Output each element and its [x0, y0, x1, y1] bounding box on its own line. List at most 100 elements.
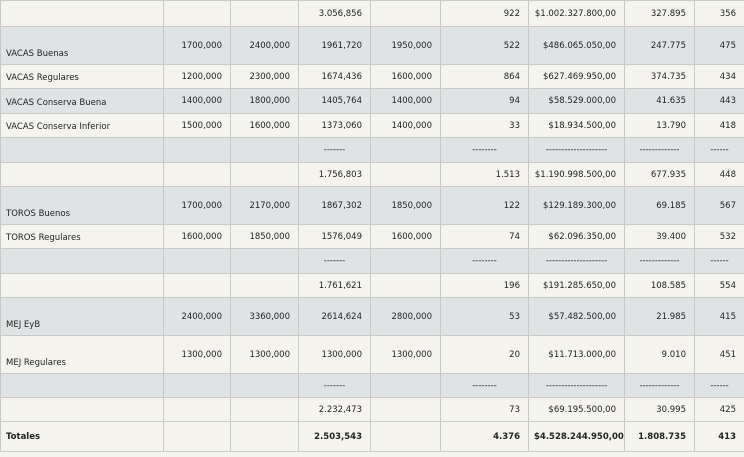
- table-cell: 1600,000: [230, 113, 299, 138]
- table-cell: 2800,000: [370, 297, 441, 336]
- table-cell: --------: [440, 373, 529, 398]
- table-cell: 567: [694, 186, 744, 225]
- table-row: MEJ Regulares 1300,000 1300,000 1300,000 130…: [0, 335, 744, 374]
- separator-row: ------- -------- -------------------- -----…: [0, 373, 744, 398]
- table-cell: 4.376: [440, 421, 529, 452]
- table-cell: [230, 421, 299, 452]
- table-cell: 1674,436: [298, 64, 371, 89]
- table-row: 1.756,803 1.513 $1.190.998.500,00 677.935 44…: [0, 162, 744, 187]
- table-cell: [163, 397, 231, 422]
- table-cell: 21.985: [624, 297, 695, 336]
- table-cell: 13.790: [624, 113, 695, 138]
- table-cell: 3.056,856: [298, 0, 371, 27]
- table-cell: [230, 248, 299, 274]
- table-cell: 33: [440, 113, 529, 138]
- table-cell: 554: [694, 273, 744, 298]
- table-cell: [370, 248, 441, 274]
- table-cell: 73: [440, 397, 529, 422]
- table-cell: 448: [694, 162, 744, 187]
- table-cell: 1800,000: [230, 88, 299, 114]
- table-cell: [370, 162, 441, 187]
- table-row: TOROS Regulares 1600,000 1850,000 1576,049 1…: [0, 224, 744, 249]
- table-cell: 1.761,621: [298, 273, 371, 298]
- table-cell: [230, 0, 299, 27]
- table-cell: 922: [440, 0, 529, 27]
- table-cell: 247.775: [624, 26, 695, 65]
- table-cell: 413: [694, 421, 744, 452]
- table-cell: [370, 0, 441, 27]
- table-cell: [230, 273, 299, 298]
- table-cell: 1600,000: [163, 224, 231, 249]
- table-cell: [370, 421, 441, 452]
- table-cell: ------: [694, 137, 744, 163]
- table-cell: 415: [694, 297, 744, 336]
- table-cell: $129.189.300,00: [528, 186, 625, 225]
- row-label: MEJ Regulares: [0, 335, 164, 374]
- table-cell: 1700,000: [163, 26, 231, 65]
- table-cell: $57.482.500,00: [528, 297, 625, 336]
- row-label: VACAS Conserva Inferior: [0, 113, 164, 138]
- table-cell: 69.185: [624, 186, 695, 225]
- row-label: [0, 248, 164, 274]
- table-row: VACAS Conserva Buena 1400,000 1800,000 1405…: [0, 88, 744, 114]
- table-cell: 41.635: [624, 88, 695, 114]
- separator-row: ------- -------- -------------------- -----…: [0, 137, 744, 163]
- table-cell: 20: [440, 335, 529, 374]
- table-cell: [163, 273, 231, 298]
- table-cell: 418: [694, 113, 744, 138]
- table-cell: 74: [440, 224, 529, 249]
- table-cell: 1300,000: [370, 335, 441, 374]
- table-cell: [163, 373, 231, 398]
- table-cell: [230, 162, 299, 187]
- table-cell: 434: [694, 64, 744, 89]
- table-cell: 94: [440, 88, 529, 114]
- table-cell: --------------------: [528, 248, 625, 274]
- table-cell: 2.232,473: [298, 397, 371, 422]
- table-cell: 1850,000: [230, 224, 299, 249]
- row-label: TOROS Regulares: [0, 224, 164, 249]
- row-label: [0, 273, 164, 298]
- table-cell: 53: [440, 297, 529, 336]
- table-cell: 2170,000: [230, 186, 299, 225]
- table-cell: 2400,000: [230, 26, 299, 65]
- row-label: TOROS Buenos: [0, 186, 164, 225]
- row-label: [0, 373, 164, 398]
- table-cell: $486.065.050,00: [528, 26, 625, 65]
- row-label: VACAS Regulares: [0, 64, 164, 89]
- table-cell: -------: [298, 248, 371, 274]
- table-cell: [163, 248, 231, 274]
- table-cell: [370, 397, 441, 422]
- table-cell: 677.935: [624, 162, 695, 187]
- table-cell: 1700,000: [163, 186, 231, 225]
- table-cell: 1400,000: [370, 113, 441, 138]
- row-label: [0, 397, 164, 422]
- table-cell: 1.808.735: [624, 421, 695, 452]
- table-row: 1.761,621 196 $191.285.650,00 108.585 554: [0, 273, 744, 298]
- table-cell: $4.528.244.950,00: [528, 421, 625, 452]
- table-cell: $191.285.650,00: [528, 273, 625, 298]
- table-cell: -------------: [624, 137, 695, 163]
- table-cell: 1373,060: [298, 113, 371, 138]
- table-cell: $11.713.000,00: [528, 335, 625, 374]
- table-cell: 2614,624: [298, 297, 371, 336]
- table-cell: -------: [298, 373, 371, 398]
- table-cell: 475: [694, 26, 744, 65]
- table-cell: $18.934.500,00: [528, 113, 625, 138]
- table-row: TOROS Buenos 1700,000 2170,000 1867,302 1850…: [0, 186, 744, 225]
- table-cell: 2.503,543: [298, 421, 371, 452]
- table-row: MEJ EyB 2400,000 3360,000 2614,624 2800,000 5…: [0, 297, 744, 336]
- table-cell: 1600,000: [370, 64, 441, 89]
- table-cell: 1961,720: [298, 26, 371, 65]
- table-cell: ------: [694, 373, 744, 398]
- table-cell: [163, 421, 231, 452]
- table-cell: 1.513: [440, 162, 529, 187]
- row-label: [0, 162, 164, 187]
- table-cell: --------: [440, 137, 529, 163]
- table-cell: [230, 373, 299, 398]
- table-cell: 2400,000: [163, 297, 231, 336]
- totals-row: Totales 2.503,543 4.376 $4.528.244.950,00 1.…: [0, 421, 744, 452]
- table-row: VACAS Conserva Inferior 1500,000 1600,000 1…: [0, 113, 744, 138]
- table-cell: 1600,000: [370, 224, 441, 249]
- table-cell: 9.010: [624, 335, 695, 374]
- table-cell: $62.096.350,00: [528, 224, 625, 249]
